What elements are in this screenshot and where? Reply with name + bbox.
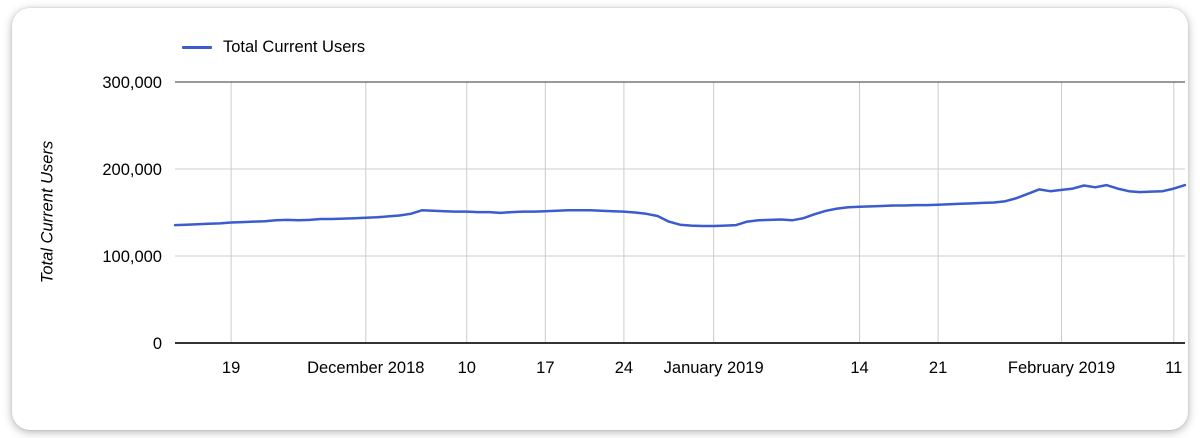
chart-canvas[interactable]: 0 100,000 200,000 300,000 19 December 2018 10 1…: [12, 8, 1188, 430]
y-tick-label: 200,000: [102, 161, 162, 179]
x-tick-label: 24: [615, 359, 633, 377]
x-tick-label: 14: [850, 359, 868, 377]
x-tick-label: 21: [929, 359, 947, 377]
y-tick-label: 300,000: [102, 74, 162, 92]
x-tick-label: 11: [1165, 359, 1182, 377]
legend-label: Total Current Users: [223, 37, 366, 56]
y-tick-label: 100,000: [102, 248, 162, 266]
x-tick-label: January 2019: [664, 359, 764, 377]
x-tick-label: February 2019: [1008, 359, 1115, 377]
x-tick-label: 17: [536, 359, 554, 377]
y-tick-label: 0: [153, 335, 162, 353]
legend-line-swatch: [182, 45, 212, 49]
x-tick-label: December 2018: [307, 359, 424, 377]
x-tick-label: 19: [222, 359, 240, 377]
x-tick-label: 10: [458, 359, 476, 377]
legend: Total Current Users: [182, 36, 365, 58]
series-line-total-current-users[interactable]: [173, 183, 1187, 228]
chart-card: Total Current Users Total Current Users …: [12, 8, 1188, 430]
